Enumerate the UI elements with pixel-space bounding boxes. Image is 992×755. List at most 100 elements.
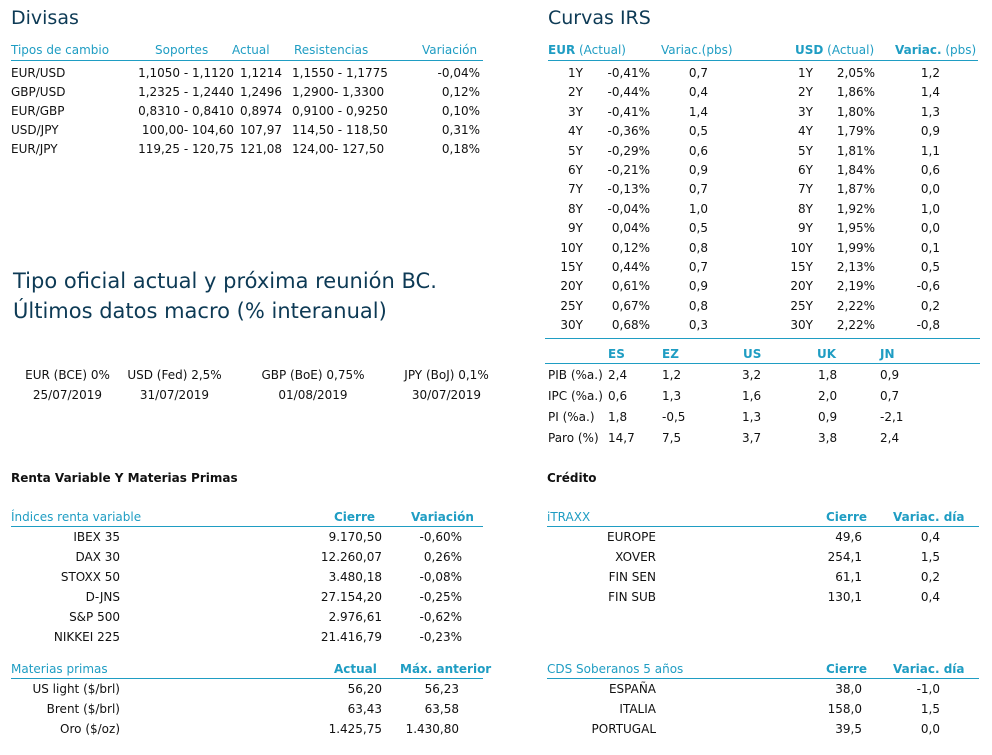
renta-header-indices: Índices renta variable (11, 510, 142, 524)
irs-header-eur-code: EUR (548, 43, 576, 57)
irs-header-eur-var: Variac.(pbs) (661, 43, 733, 57)
irs-tenor-usd: 2Y (798, 85, 813, 100)
irs-header-usd: USD (Actual) (795, 43, 874, 57)
divisas-header-actual: Actual (232, 43, 270, 57)
irs-tenor-usd: 25Y (790, 298, 813, 313)
materia-max: 63,58 (424, 702, 459, 716)
mp-header-actual: Actual (334, 662, 377, 676)
irs-tenor-eur: 6Y (568, 163, 583, 177)
irs-tenor-usd: 3Y (798, 104, 813, 119)
irs-usd-rate: 2,05% (836, 66, 875, 80)
divisas-resistencias: 1,2900- 1,3300 (292, 85, 385, 99)
irs-tenor-eur: 1Y (568, 66, 583, 80)
itraxx-variac: 0,2 (920, 570, 940, 584)
irs-tenor-usd: 8Y (798, 201, 813, 216)
irs-usd-var: 1,2 (920, 66, 940, 80)
irs-eur-var: 1,0 (688, 201, 708, 216)
irs-eur-rate: 0,67% (611, 298, 650, 313)
irs-header-rule (548, 60, 978, 61)
irs-usd-var: 1,1 (920, 143, 940, 158)
macro-value: 1,8 (608, 410, 628, 424)
macro-value: 14,7 (608, 431, 635, 445)
irs-eur-rate: -0,13% (607, 182, 650, 197)
irs-usd-var: 0,2 (920, 298, 940, 313)
divisas-pair: EUR/USD (11, 66, 66, 80)
cds-variac: 1,5 (920, 702, 940, 716)
irs-usd-var: 0,1 (920, 240, 940, 255)
cds-header-rule (547, 678, 979, 679)
irs-usd-var: 1,3 (920, 104, 940, 119)
tipo-oficial-title-line2: Últimos datos macro (% interanual) (13, 299, 387, 323)
itraxx-name: FIN SUB (608, 590, 656, 604)
divisas-pair: EUR/GBP (11, 104, 65, 118)
irs-eur-var: 0,7 (688, 182, 708, 197)
mp-header-rule (11, 678, 483, 679)
itraxx-variac: 0,4 (920, 530, 940, 544)
itraxx-header-cierre: Cierre (826, 510, 868, 524)
irs-bottom-rule (545, 338, 980, 339)
cds-header-cierre: Cierre (826, 662, 868, 676)
irs-eur-rate: 0,44% (611, 260, 650, 274)
index-name: IBEX 35 (73, 530, 120, 544)
irs-header-usd-code: USD (795, 43, 824, 57)
divisas-pair: GBP/USD (11, 85, 66, 99)
divisas-header-tipos: Tipos de cambio (11, 43, 110, 57)
divisas-variacion: 0,18% (441, 142, 480, 156)
itraxx-header: iTRAXX (547, 510, 591, 524)
tipo-oficial-label: USD (Fed) 2,5% (127, 368, 222, 382)
tipo-oficial-label: GBP (BoE) 0,75% (261, 368, 365, 382)
divisas-pair: EUR/JPY (11, 142, 58, 156)
renta-header-cierre: Cierre (334, 510, 376, 524)
macro-header-rule (545, 363, 980, 364)
cds-cierre: 158,0 (827, 702, 862, 716)
irs-usd-var: -0,8 (916, 318, 940, 333)
irs-eur-rate: -0,29% (607, 143, 650, 158)
tipo-oficial-title: Tipo oficial actual y próxima reunión BC… (13, 266, 437, 326)
divisas-resistencias: 1,1550 - 1,1775 (292, 66, 388, 80)
divisas-pair: USD/JPY (11, 123, 59, 137)
divisas-header-soportes: Soportes (155, 43, 209, 57)
irs-eur-var: 0,9 (688, 279, 708, 294)
index-cierre: 3.480,18 (328, 570, 382, 584)
irs-usd-var: 0,6 (920, 163, 940, 177)
irs-eur-var: 0,3 (688, 318, 708, 333)
index-cierre: 27.154,20 (320, 590, 382, 604)
irs-usd-rate: 1,79% (836, 124, 875, 139)
divisas-header-resistencias: Resistencias (294, 43, 369, 57)
irs-eur-var: 0,5 (688, 124, 708, 139)
irs-tenor-usd: 20Y (790, 279, 813, 294)
itraxx-cierre: 49,6 (835, 530, 862, 544)
irs-usd-rate: 1,81% (836, 143, 875, 158)
itraxx-header-variac: Variac. día (893, 510, 965, 524)
divisas-variacion: 0,31% (441, 123, 480, 137)
macro-header-uk: UK (817, 347, 837, 361)
itraxx-variac: 1,5 (920, 550, 940, 564)
macro-row-label: PI (%a.) (548, 410, 595, 424)
cds-variac: -1,0 (916, 682, 940, 696)
irs-header-eur: EUR (Actual) (548, 43, 626, 57)
divisas-variacion: -0,04% (437, 66, 480, 80)
irs-tenor-usd: 15Y (790, 260, 813, 274)
irs-usd-var: 0,5 (920, 260, 940, 274)
divisas-resistencias: 124,00- 127,50 (292, 142, 385, 156)
itraxx-name: XOVER (615, 550, 656, 564)
irs-tenor-usd: 30Y (790, 318, 813, 333)
irs-tenor-usd: 6Y (798, 163, 813, 177)
divisas-actual: 1,1214 (240, 66, 282, 80)
itraxx-name: EUROPE (607, 530, 656, 544)
macro-row-label: IPC (%a.) (548, 389, 603, 403)
divisas-soportes: 119,25 - 120,75 (138, 142, 234, 156)
itraxx-header-rule (547, 526, 979, 527)
cds-header-variac: Variac. día (893, 662, 965, 676)
macro-value: 1,2 (662, 368, 682, 382)
macro-value: 0,9 (880, 368, 900, 382)
irs-tenor-eur: 8Y (568, 201, 583, 216)
itraxx-name: FIN SEN (608, 570, 656, 584)
macro-header-es: ES (608, 347, 625, 361)
macro-value: 1,3 (742, 410, 762, 424)
irs-eur-var: 0,9 (688, 163, 708, 177)
irs-usd-var: 1,0 (920, 201, 940, 216)
irs-usd-rate: 1,86% (836, 85, 875, 100)
irs-eur-rate: 0,12% (611, 240, 650, 255)
divisas-actual: 107,97 (240, 123, 282, 137)
